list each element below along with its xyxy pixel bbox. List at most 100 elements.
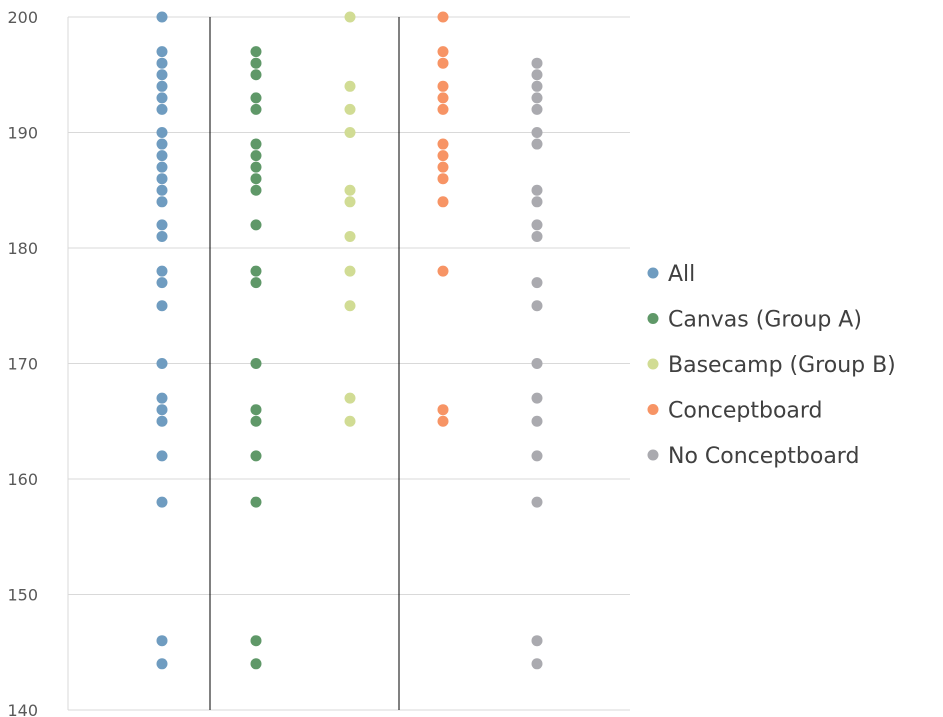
data-point xyxy=(344,415,356,427)
data-point xyxy=(437,196,449,208)
data-point xyxy=(156,277,168,289)
data-point xyxy=(531,127,543,138)
y-tick-label: 140 xyxy=(7,701,38,717)
data-point xyxy=(250,150,262,162)
data-point xyxy=(437,265,449,277)
data-point xyxy=(156,219,168,231)
group-separators xyxy=(209,17,400,710)
data-point xyxy=(156,635,168,647)
data-point xyxy=(156,404,168,416)
data-point xyxy=(250,161,262,173)
data-point xyxy=(531,415,543,427)
data-point xyxy=(250,173,262,185)
data-point xyxy=(531,138,543,150)
data-point xyxy=(531,300,543,312)
data-point xyxy=(250,57,262,69)
data-point xyxy=(156,92,168,104)
legend-label: All xyxy=(668,262,695,287)
data-point xyxy=(344,300,356,312)
data-point xyxy=(531,57,543,69)
data-point xyxy=(250,46,262,58)
data-point xyxy=(531,658,543,670)
data-point xyxy=(156,300,168,312)
data-point xyxy=(156,150,168,162)
data-point xyxy=(156,184,168,196)
data-point xyxy=(344,196,356,208)
data-point xyxy=(156,57,168,69)
y-tick-label: 190 xyxy=(7,124,38,143)
data-point xyxy=(156,69,168,81)
data-point xyxy=(344,80,356,92)
data-point xyxy=(437,138,449,150)
data-point xyxy=(156,161,168,173)
data-point xyxy=(156,496,168,508)
y-tick-label: 200 xyxy=(7,8,38,27)
data-point xyxy=(531,358,543,369)
data-point xyxy=(437,415,449,427)
data-point xyxy=(344,265,356,277)
series-0 xyxy=(156,11,168,670)
data-point xyxy=(250,277,262,289)
data-point xyxy=(344,103,356,115)
data-point xyxy=(437,92,449,104)
data-point xyxy=(156,450,168,462)
data-point xyxy=(156,173,168,185)
data-point xyxy=(250,496,262,508)
data-point xyxy=(531,184,543,196)
data-point xyxy=(531,196,543,208)
data-point xyxy=(156,358,168,369)
legend-label: Canvas (Group A) xyxy=(668,308,862,333)
legend-label: Basecamp (Group B) xyxy=(668,353,896,378)
data-point xyxy=(437,46,449,58)
data-point xyxy=(250,404,262,416)
data-point xyxy=(344,184,356,196)
data-point xyxy=(344,127,356,138)
y-tick-label: 170 xyxy=(7,355,38,374)
series-4 xyxy=(531,57,543,670)
data-point xyxy=(531,635,543,647)
data-point xyxy=(250,103,262,115)
data-point xyxy=(250,184,262,196)
legend-label: No Conceptboard xyxy=(668,444,859,469)
data-point xyxy=(156,127,168,138)
data-point xyxy=(250,450,262,462)
data-point xyxy=(156,196,168,208)
y-tick-label: 160 xyxy=(7,470,38,489)
data-point xyxy=(156,265,168,277)
data-point xyxy=(531,80,543,92)
data-point xyxy=(531,277,543,289)
legend: All Canvas (Group A) Basecamp (Group B) Con… xyxy=(647,262,896,469)
series-3 xyxy=(437,11,449,427)
y-tick-label: 150 xyxy=(7,586,38,605)
data-point xyxy=(531,230,543,242)
data-point xyxy=(156,46,168,58)
data-point xyxy=(250,265,262,277)
data-point xyxy=(437,404,449,416)
data-point xyxy=(250,415,262,427)
legend-label: Conceptboard xyxy=(668,399,823,424)
data-point xyxy=(250,138,262,150)
data-point xyxy=(437,11,449,23)
data-point xyxy=(531,392,543,404)
data-points xyxy=(156,11,543,670)
data-point xyxy=(250,635,262,647)
data-point xyxy=(344,11,356,23)
data-point xyxy=(250,69,262,81)
data-point xyxy=(437,173,449,185)
data-point xyxy=(531,69,543,81)
data-point xyxy=(250,358,262,369)
data-point xyxy=(156,80,168,92)
data-point xyxy=(437,161,449,173)
data-point xyxy=(156,658,168,670)
data-point xyxy=(344,392,356,404)
data-point xyxy=(531,92,543,104)
y-axis: 140 150 160 170 180 190 200 xyxy=(7,8,69,717)
data-point xyxy=(156,392,168,404)
data-point xyxy=(437,150,449,162)
legend-marker xyxy=(647,267,659,279)
series-2 xyxy=(344,11,356,427)
series-1 xyxy=(250,46,262,670)
gridlines xyxy=(68,16,630,711)
data-point xyxy=(156,230,168,242)
